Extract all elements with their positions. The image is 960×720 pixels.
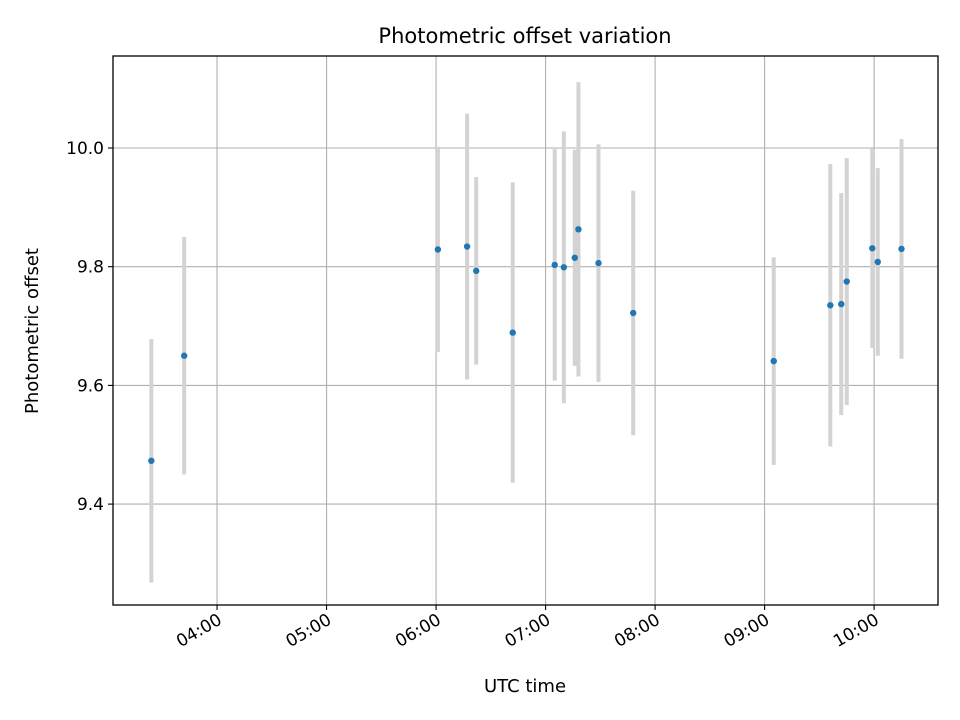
data-point [898,245,905,253]
data-point [869,245,876,252]
data-point [473,267,480,275]
y-tick-label: 9.8 [77,258,104,278]
x-tick-label: 05:00 [283,610,335,652]
data-point [560,264,568,271]
x-tick-label: 07:00 [502,610,554,652]
y-axis-label: Photometric offset [22,248,43,414]
chart-title: Photometric offset variation [378,24,671,48]
x-tick-label: 08:00 [611,610,663,652]
x-tick-label: 06:00 [392,610,444,652]
data-point [434,246,442,253]
data-point [575,226,582,233]
data-point [874,258,881,266]
data-point [770,357,777,365]
y-tick-label: 9.6 [77,376,104,396]
plot-frame [112,55,939,606]
x-tick-label: 09:00 [721,610,773,652]
errorbar-layer [149,82,904,583]
x-tick-label: 10:00 [830,610,882,652]
data-point [551,261,558,269]
data-point [148,457,155,464]
x-tick-label: 04:00 [173,610,225,652]
data-point [827,302,834,309]
grid-layer [113,56,938,605]
data-point [595,259,602,267]
data-point [571,254,578,261]
point-layer [148,226,905,464]
data-point [463,243,471,250]
data-point [629,309,637,317]
data-point [838,300,845,308]
data-point [180,352,188,359]
y-tick-label: 9.4 [77,495,104,515]
y-tick-label: 10.0 [66,139,104,159]
x-axis-label: UTC time [484,676,566,697]
data-point [509,329,516,336]
data-point [843,278,850,285]
